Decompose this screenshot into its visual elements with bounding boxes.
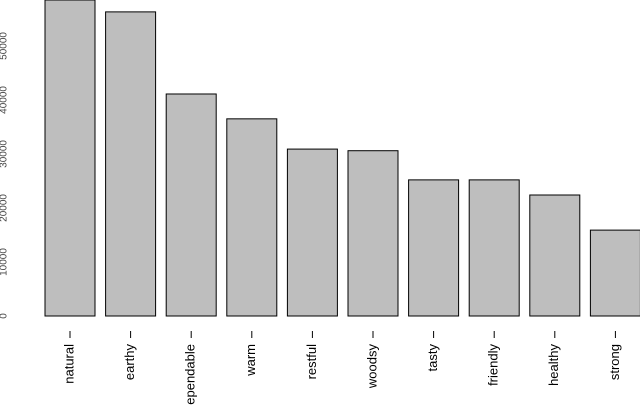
bar	[468, 179, 520, 317]
y-tick-label: 10000	[0, 248, 10, 276]
y-tick-label: 30000	[0, 140, 10, 168]
x-tick-label: warm	[243, 344, 258, 377]
y-tick-label: 40000	[0, 86, 10, 114]
y-tick-label: 0	[0, 313, 10, 319]
y-tick-label: 20000	[0, 194, 10, 222]
bar	[347, 150, 399, 317]
x-tick-label: friendly	[486, 344, 501, 386]
bar	[44, 0, 96, 317]
bar	[589, 229, 640, 317]
x-tick-label: healthy	[546, 344, 561, 386]
x-tick-label: strong	[607, 344, 622, 380]
x-tick-label: natural	[61, 344, 76, 384]
x-tick-label: woodsy	[364, 344, 379, 390]
bar	[226, 118, 278, 317]
bar	[165, 93, 217, 317]
y-tick-label: 50000	[0, 32, 10, 60]
bar	[529, 194, 581, 317]
x-tick-label: earthy	[122, 344, 137, 381]
bar	[286, 148, 338, 317]
bar	[105, 11, 157, 317]
x-tick-label: tasty	[425, 344, 440, 372]
x-tick-label: dependable	[183, 344, 198, 405]
bar	[408, 179, 460, 317]
x-tick-label: restful	[304, 344, 319, 380]
